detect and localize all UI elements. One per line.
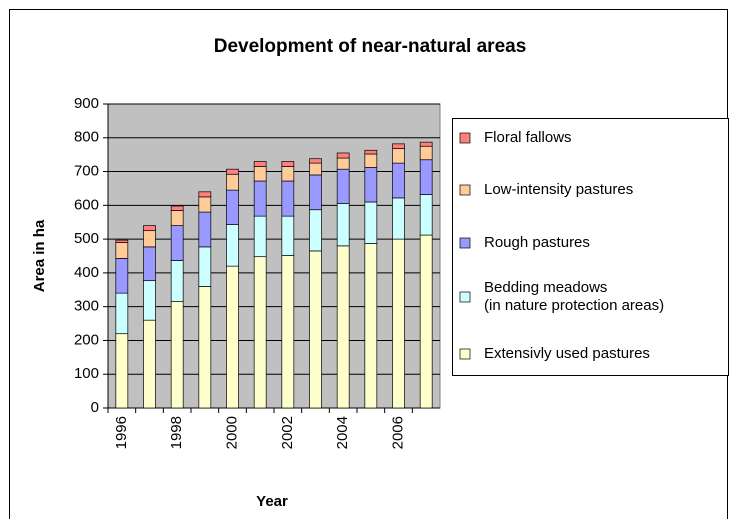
bar-segment [198,286,212,409]
bar-segment [253,256,267,409]
y-tick-label: 500 [74,230,99,247]
bar-segment [336,152,350,159]
bar-segment [115,242,129,259]
legend-swatch [459,348,471,360]
legend-label: Floral fallows [484,129,572,146]
legend-swatch [459,291,471,303]
bar-segment [309,174,322,211]
bar-segment [143,230,156,248]
x-tick-label: 2002 [279,416,296,449]
bar-segment [419,194,433,236]
bar-segment [143,225,156,232]
bar-segment [309,209,322,252]
bar-segment [336,203,350,247]
x-tick-label: 1998 [168,416,185,449]
x-axis-label: Year [256,493,288,510]
bar-segment [253,166,267,182]
x-tick-label: 2006 [389,416,406,449]
bar-segment [336,157,350,170]
bar-segment [170,205,184,211]
bar-segment [226,224,239,267]
legend-label: Extensivly used pastures [484,345,650,362]
bar-segment [364,243,378,409]
bar-segment [392,162,405,199]
bar-segment [281,166,295,182]
bar-segment [419,234,433,409]
bar-segment [392,197,405,240]
bar-segment [419,145,433,161]
bar-segment [226,168,239,175]
bar-segment [281,180,295,217]
bar-segment [226,189,239,225]
bar-segment [143,319,156,409]
bar-segment [392,143,405,149]
legend-swatch [459,184,471,196]
y-tick-label: 900 [74,95,99,112]
bar-segment [253,180,267,217]
bar-segment [170,225,184,261]
bar-segment [198,246,212,287]
chart-title: Development of near-natural areas [214,36,527,57]
bar-segment [336,168,350,204]
bar-segment [226,173,239,191]
legend-label: Low-intensity pastures [484,181,633,198]
bar-segment [364,149,378,155]
bar-segment [115,333,129,409]
bar-segment [198,196,212,213]
x-tick-label: 1996 [113,416,130,449]
bar-segment [115,292,129,335]
bar-segment [419,159,433,195]
bar-segment [143,280,156,321]
bar-segment [364,201,378,244]
y-tick-label: 600 [74,196,99,213]
y-tick-label: 0 [91,399,99,416]
bar-segment [336,245,350,409]
bar-segment [115,239,129,243]
bar-segment [364,153,378,168]
y-tick-label: 400 [74,264,99,281]
y-axis-label: Area in ha [31,219,48,292]
legend-swatch [459,132,471,144]
bar-segment [170,260,184,302]
y-tick-label: 200 [74,331,99,348]
bar-segment [281,161,295,167]
bar-segment [392,148,405,164]
y-tick-label: 100 [74,365,99,382]
x-tick-label: 2000 [223,416,240,449]
legend-box [452,118,729,376]
legend-label: Bedding meadows (in nature protection are… [484,279,664,314]
bar-segment [419,141,433,147]
bar-segment [309,250,322,409]
bar-segment [364,167,378,203]
legend-swatch [459,237,471,249]
bar-segment [170,210,184,226]
bar-segment [392,238,405,409]
y-tick-label: 700 [74,163,99,180]
bar-segment [309,158,322,164]
x-tick-label: 2004 [334,416,351,449]
y-tick-label: 800 [74,129,99,146]
bar-segment [198,211,212,248]
plot-area [107,103,441,409]
bar-segment [309,162,322,176]
bar-segment [170,301,184,409]
legend-label: Rough pastures [484,234,590,251]
bar-segment [198,191,212,198]
y-tick-label: 300 [74,298,99,315]
bar-segment [226,265,239,409]
bar-segment [115,258,129,294]
bar-segment [281,215,295,256]
bar-segment [253,161,267,167]
bar-segment [143,246,156,282]
bar-segment [281,254,295,409]
bar-segment [253,215,267,258]
